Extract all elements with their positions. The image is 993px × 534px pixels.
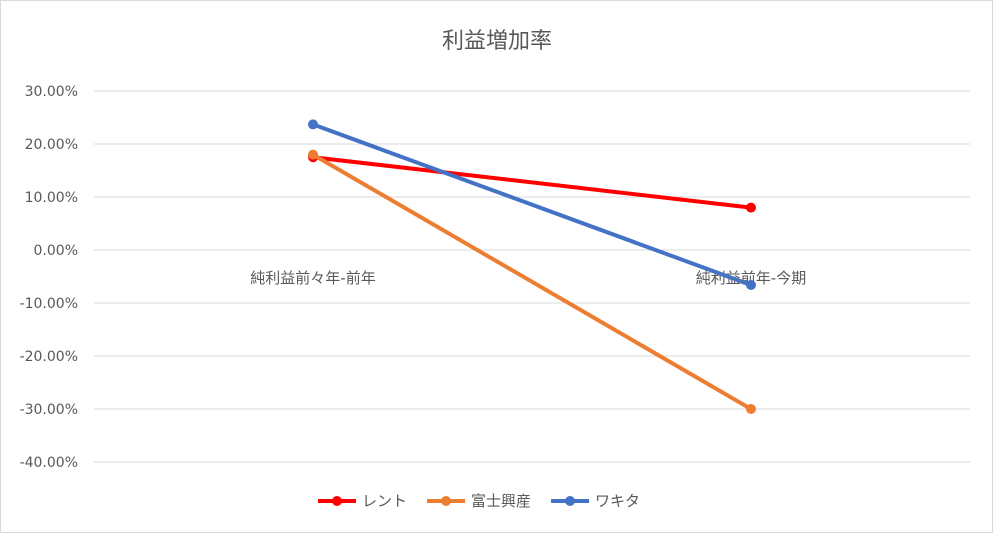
legend-item: ワキタ — [551, 492, 640, 510]
y-tick-label: 10.00% — [25, 190, 78, 206]
legend-label: ワキタ — [595, 492, 640, 510]
data-point — [308, 119, 318, 130]
y-tick-label: -20.00% — [20, 349, 78, 365]
legend-label: 富士興産 — [471, 492, 531, 510]
series-line — [311, 122, 753, 287]
legend-item: 富士興産 — [427, 492, 531, 510]
y-tick-label: 20.00% — [25, 137, 78, 153]
series-ワキタ — [308, 119, 756, 290]
legend-swatch-marker — [332, 496, 342, 506]
data-point — [746, 404, 756, 414]
legend: レント 富士興産 ワキタ — [318, 492, 640, 510]
series-line — [311, 155, 753, 210]
series-lines — [308, 119, 756, 414]
category-label: 純利益前々年-前年 — [250, 269, 375, 287]
legend-item: レント — [318, 492, 407, 510]
legend-label: レント — [362, 492, 407, 510]
legend-swatch-marker — [441, 496, 452, 506]
gridlines — [94, 90, 970, 463]
y-tick-label: -30.00% — [20, 402, 78, 418]
chart-title: 利益増加率 — [442, 29, 552, 54]
y-tick-label: -40.00% — [20, 455, 78, 471]
y-axis-ticks: 30.00% 20.00% 10.00% 0.00% -10.00% -20.00% -30… — [20, 84, 78, 471]
legend-swatch-marker — [565, 496, 576, 506]
y-tick-label: -10.00% — [20, 296, 78, 312]
y-tick-label: 30.00% — [25, 84, 78, 100]
data-point — [308, 149, 318, 160]
series-富士興産 — [308, 149, 756, 414]
data-point — [746, 202, 756, 213]
series-line — [311, 152, 753, 411]
data-point — [746, 279, 756, 290]
y-tick-label: 0.00% — [34, 243, 78, 259]
